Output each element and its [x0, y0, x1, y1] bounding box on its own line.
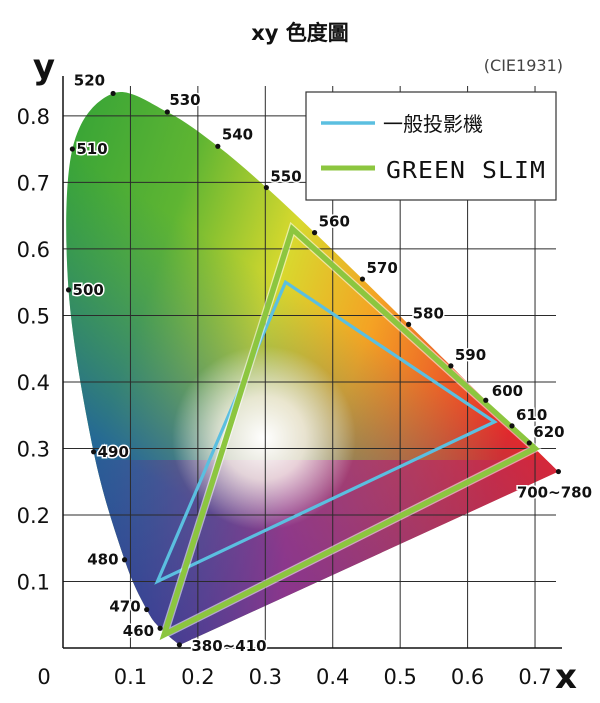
x-tick-label: 0 — [37, 665, 50, 689]
x-axis-label: x — [555, 657, 577, 697]
locus-marker — [405, 321, 412, 327]
locus-label: 500 — [73, 281, 104, 299]
locus-label: 580 — [413, 304, 444, 322]
locus-label: 540 — [222, 125, 253, 143]
locus-label: 470 — [109, 598, 140, 616]
y-axis-label: y — [33, 47, 55, 87]
locus-marker — [91, 449, 97, 455]
gamut-triangle-green-slim — [159, 224, 540, 641]
y-tick-label: 0.5 — [17, 304, 50, 328]
spectral-locus-marks: 380~410 460 470 480 490 500 510 520 530 540 550 560… — [65, 70, 594, 656]
locus-marker — [157, 625, 163, 631]
locus-marker — [311, 230, 318, 236]
locus-marker — [263, 184, 269, 191]
locus-marker — [448, 363, 454, 369]
locus-marker — [555, 468, 562, 475]
y-tick-label: 0.7 — [17, 171, 50, 195]
y-tick-label: 0.3 — [17, 437, 50, 461]
locus-marker — [176, 642, 182, 648]
locus-label: 590 — [455, 346, 486, 364]
locus-label: 480 — [87, 551, 118, 569]
locus-label: 610 — [516, 406, 547, 424]
y-tick-label: 0.4 — [17, 371, 50, 395]
locus-label: 700~780 — [517, 484, 592, 502]
locus-marker — [110, 90, 116, 97]
locus-label: 600 — [492, 382, 523, 400]
locus-label: 530 — [169, 91, 200, 109]
x-tick-label: 0.3 — [249, 665, 282, 689]
x-tick-label: 0.4 — [316, 665, 349, 689]
chart-title-group: xy 色度圖 (CIE1931) — [251, 21, 563, 75]
legend-box — [305, 91, 557, 201]
locus-marker — [509, 423, 515, 429]
locus-label: 570 — [366, 259, 397, 277]
legend: 一般投影機 GREEN SLIM — [305, 91, 557, 201]
chart-title: xy 色度圖 — [251, 21, 349, 45]
locus-marker — [215, 143, 221, 149]
y-tick-label: 0.8 — [17, 105, 50, 129]
locus-label: 520 — [74, 71, 105, 89]
x-tick-label: 0.2 — [181, 665, 214, 689]
locus-label: 560 — [319, 213, 350, 231]
locus-marker — [526, 440, 532, 446]
locus-label: 460 — [123, 622, 154, 640]
locus-marker — [65, 287, 72, 293]
y-tick-label: 0.6 — [17, 238, 50, 262]
locus-label: 550 — [270, 168, 301, 186]
x-tick-label: 0.6 — [451, 665, 484, 689]
legend-label-standard: 一般投影機 — [383, 112, 483, 136]
locus-marker — [69, 146, 75, 152]
locus-label: 620 — [533, 423, 564, 441]
locus-label: 380~410 — [191, 637, 266, 655]
x-tick-label: 0.5 — [383, 665, 416, 689]
y-tick-label: 0.2 — [17, 504, 50, 528]
chart-subtitle: (CIE1931) — [484, 56, 563, 75]
axes: 0 0.1 0.2 0.3 0.4 0.5 0.6 0.7 0.1 0.2 0.3 0.4 0.5 0.6… — [17, 47, 577, 697]
locus-marker — [359, 276, 366, 282]
locus-marker — [121, 557, 128, 563]
gamut-triangle-standard — [154, 279, 498, 585]
x-tick-label: 0.7 — [518, 665, 551, 689]
locus-marker — [144, 606, 150, 613]
locus-label: 510 — [76, 140, 107, 158]
locus-label: 490 — [98, 443, 129, 461]
locus-marker — [483, 397, 489, 403]
legend-label-green-slim: GREEN SLIM — [386, 158, 546, 184]
y-tick-label: 0.1 — [17, 570, 50, 594]
x-tick-label: 0.1 — [114, 665, 147, 689]
gamut-triangles — [154, 221, 543, 643]
locus-marker — [164, 109, 170, 115]
